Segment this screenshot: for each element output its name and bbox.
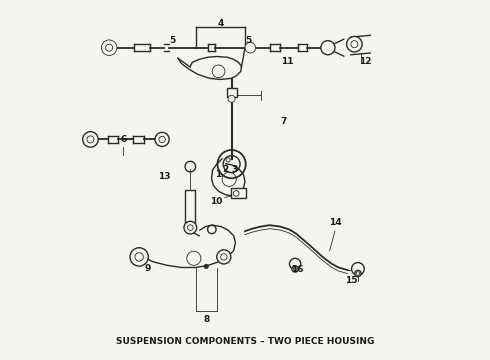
Circle shape [83,132,98,147]
Circle shape [155,132,169,147]
Text: 5: 5 [245,36,252,45]
Circle shape [204,264,208,269]
Circle shape [228,95,235,102]
Circle shape [321,41,335,55]
Circle shape [106,44,113,51]
Circle shape [351,41,358,48]
Circle shape [346,36,362,52]
Circle shape [245,42,256,53]
Text: 6: 6 [120,135,126,144]
Circle shape [290,258,301,270]
Text: 13: 13 [158,172,171,181]
Bar [231,189,245,198]
Text: SUSPENSION COMPONENTS – TWO PIECE HOUSING: SUSPENSION COMPONENTS – TWO PIECE HOUSIN… [116,337,374,346]
Circle shape [87,136,94,143]
Circle shape [101,40,117,55]
Bar [185,190,195,224]
Circle shape [292,266,298,272]
Text: 8: 8 [203,315,209,324]
Text: 11: 11 [281,57,294,66]
Text: 2: 2 [222,165,229,174]
Text: 16: 16 [291,265,303,274]
Text: 9: 9 [145,264,151,273]
Text: 3: 3 [231,165,238,174]
Circle shape [351,262,364,275]
Circle shape [217,250,231,264]
Text: 14: 14 [329,218,341,227]
Text: 7: 7 [280,117,287,126]
Circle shape [226,158,230,162]
Bar [227,88,237,97]
Circle shape [159,136,165,143]
Circle shape [355,270,361,277]
Text: 10: 10 [210,197,222,206]
Text: 1: 1 [216,170,221,179]
Circle shape [130,248,148,266]
Text: 5: 5 [170,36,176,45]
Circle shape [184,221,196,234]
Text: 15: 15 [344,276,357,285]
Text: 4: 4 [217,18,223,27]
Text: 12: 12 [359,57,371,66]
